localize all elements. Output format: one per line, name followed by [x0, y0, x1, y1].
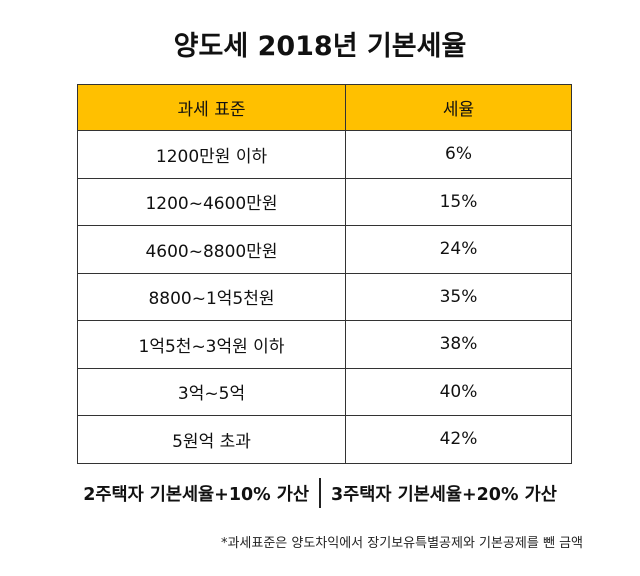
table-row: 8800~1억5천원 35%: [77, 272, 572, 321]
table-row: 5원억 초과 42%: [77, 415, 572, 464]
tax-rate-cell: 42%: [345, 415, 572, 464]
tax-rate-cell: 38%: [345, 320, 572, 369]
divider: [319, 478, 321, 508]
tax-base-cell: 1억5천~3억원 이하: [77, 320, 346, 369]
tax-base-cell: 8800~1억5천원: [77, 272, 346, 321]
tax-rate-cell: 35%: [345, 272, 572, 321]
table-header-row: 과세 표준 세율: [77, 84, 572, 131]
surcharge-line: 2주택자 기본세율+10% 가산 3주택자 기본세율+20% 가산: [0, 478, 640, 508]
tax-rate-cell: 40%: [345, 367, 572, 416]
header-tax-rate: 세율: [345, 84, 572, 131]
tax-rate-cell: 24%: [345, 225, 572, 274]
two-home-surcharge: 2주택자 기본세율+10% 가산: [83, 484, 309, 505]
table-row: 3억~5억 40%: [77, 367, 572, 416]
tax-rate-cell: 6%: [345, 130, 572, 179]
tax-base-cell: 1200만원 이하: [77, 130, 346, 179]
table-row: 1200~4600만원 15%: [77, 177, 572, 226]
tax-base-cell: 3억~5억: [77, 367, 346, 416]
table-row: 4600~8800만원 24%: [77, 225, 572, 274]
tax-base-cell: 1200~4600만원: [77, 177, 346, 226]
three-home-surcharge: 3주택자 기본세율+20% 가산: [331, 484, 557, 505]
footnote: *과세표준은 양도차익에서 장기보유특별공제와 기본공제를 뺀 금액: [220, 536, 583, 551]
tax-rate-cell: 15%: [345, 177, 572, 226]
page-title: 양도세 2018년 기본세율: [173, 31, 467, 62]
tax-rate-table: 과세 표준 세율 1200만원 이하 6% 1200~4600만원 15% 4600~8…: [77, 84, 572, 464]
tax-base-cell: 5원억 초과: [77, 415, 346, 464]
header-tax-base: 과세 표준: [77, 84, 346, 131]
table-row: 1200만원 이하 6%: [77, 130, 572, 179]
tax-base-cell: 4600~8800만원: [77, 225, 346, 274]
table-row: 1억5천~3억원 이하 38%: [77, 320, 572, 369]
